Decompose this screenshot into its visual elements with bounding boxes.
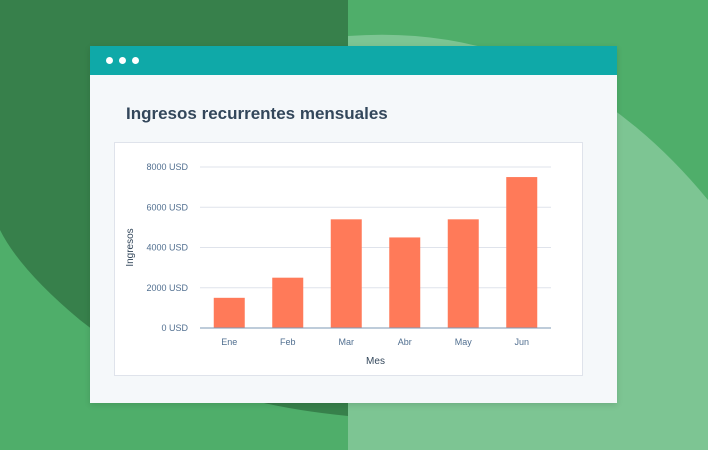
browser-window: Ingresos recurrentes mensuales 0 USD 2000… [90,46,617,403]
bar-chart: 0 USD 2000 USD 4000 USD 6000 USD 8000 USD Ene… [125,162,551,367]
bar [506,177,538,328]
x-axis-title: Mes [366,356,385,367]
window-dot-3 [132,57,139,64]
x-tick-label: Abr [398,337,412,347]
bar [272,277,304,328]
y-tick-label: 4000 USD [146,243,188,253]
x-tick-label: Mar [339,337,355,347]
y-tick-label: 8000 USD [146,162,188,172]
window-titlebar [90,46,617,75]
window-dot-1 [106,57,113,64]
bar [447,219,479,328]
x-tick-label: Jun [514,337,529,347]
y-axis-title: Ingresos [125,228,136,266]
chart-title: Ingresos recurrentes mensuales [126,104,388,123]
y-tick-label: 2000 USD [146,283,188,293]
x-tick-label: Feb [280,337,296,347]
y-tick-label: 0 USD [161,323,188,333]
x-tick-label: May [455,337,473,347]
chart-card: 0 USD 2000 USD 4000 USD 6000 USD 8000 USD Ene… [114,142,583,376]
bar [330,219,362,328]
window-dot-2 [119,57,126,64]
x-tick-label: Ene [221,337,237,347]
bar [213,297,245,328]
y-tick-label: 6000 USD [146,202,188,212]
bar [389,237,421,328]
